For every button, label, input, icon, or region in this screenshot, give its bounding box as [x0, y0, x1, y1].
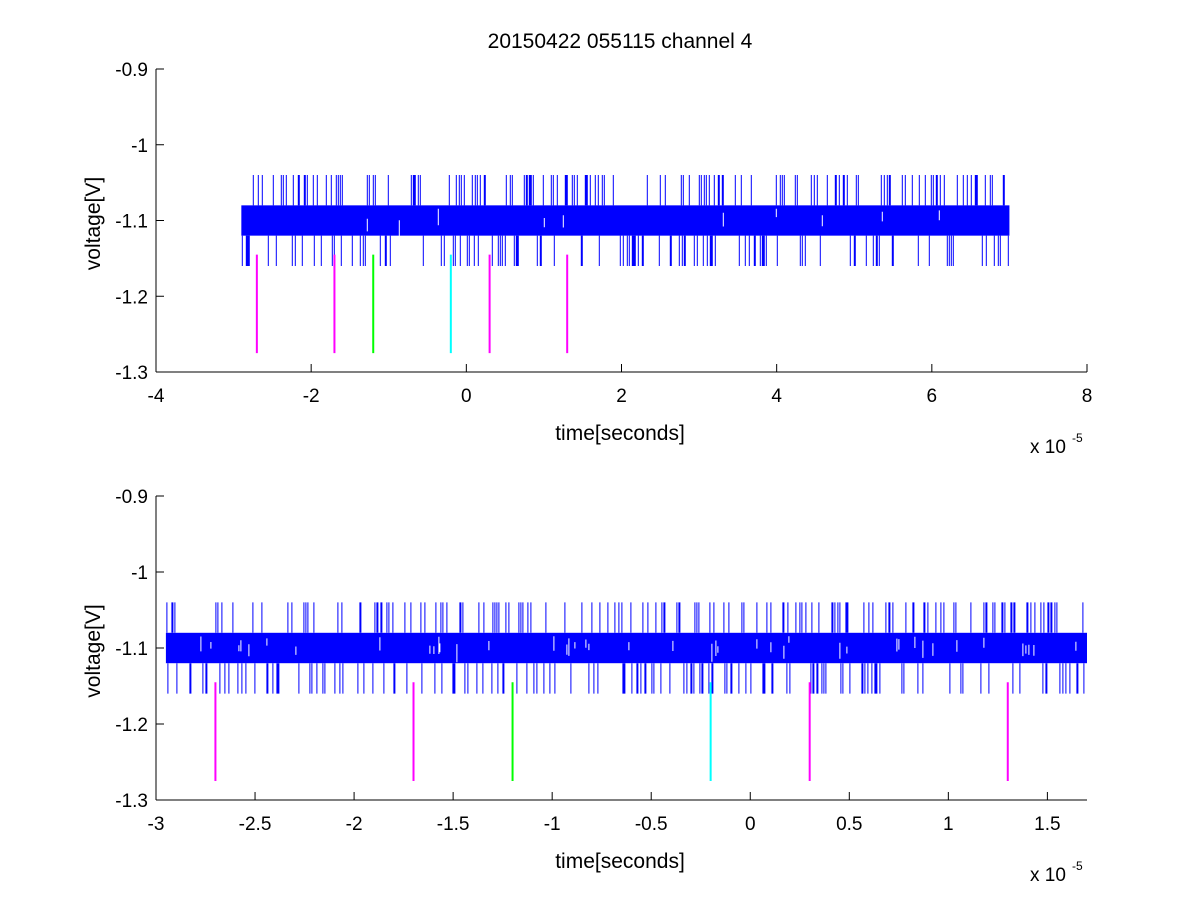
x-tick-label: -2 — [346, 814, 363, 835]
series-band — [165, 632, 1088, 664]
x-tick-label: -1 — [544, 814, 561, 835]
y-tick-label: -1.1 — [115, 639, 148, 660]
series-spikes — [166, 602, 1085, 694]
x-exponent-label: x 10 — [1030, 865, 1066, 886]
y-tick-label: -1.3 — [115, 363, 148, 384]
y-tick-label: -1.2 — [115, 287, 148, 308]
x-exponent-power: -5 — [1072, 431, 1083, 445]
y-tick-label: -0.9 — [115, 60, 148, 81]
y-axis-label: voltage[V] — [82, 604, 105, 697]
series-band-gaps — [366, 208, 940, 239]
x-tick-label: 1 — [943, 814, 954, 835]
y-tick-label: -0.9 — [115, 487, 148, 508]
chart-title: 20150422 055115 channel 4 — [488, 30, 753, 53]
series-band — [241, 205, 1010, 236]
x-tick-label: 8 — [1082, 386, 1093, 407]
series-line — [165, 602, 1088, 694]
y-axis-label: voltage[V] — [82, 177, 105, 270]
series-spikes — [241, 175, 1009, 266]
bottom-plot-panel: -3 -2.5 -2 -1.5 -1 -0.5 0 0.5 1 1.5 -0.9 -1 -1.1 -1.2… — [82, 487, 1088, 886]
y-tick-label: -1.1 — [115, 212, 148, 233]
x-tick-label: -4 — [148, 386, 165, 407]
x-axis-label: time[seconds] — [555, 850, 685, 873]
x-tick-label: -1.5 — [437, 814, 470, 835]
x-tick-label: -2 — [303, 386, 320, 407]
x-tick-label: 0 — [745, 814, 756, 835]
x-tick-label: -0.5 — [635, 814, 668, 835]
x-tick-label: 0.5 — [836, 814, 862, 835]
y-tick-label: -1 — [131, 563, 148, 584]
x-tick-label: 6 — [927, 386, 938, 407]
x-axis-label: time[seconds] — [555, 422, 685, 445]
y-tick-label: -1.2 — [115, 715, 148, 736]
y-tick-label: -1.3 — [115, 791, 148, 812]
top-plot-panel: -4 -2 0 2 4 6 8 -0.9 -1 -1.1 -1.2 -1.3 time[seconds]… — [82, 60, 1092, 458]
x-exponent-label: x 10 — [1030, 437, 1066, 458]
series-band-gaps — [200, 636, 1077, 663]
x-tick-label: -2.5 — [239, 814, 272, 835]
x-tick-label: 1.5 — [1034, 814, 1060, 835]
x-tick-label: -3 — [148, 814, 165, 835]
series-line — [241, 175, 1010, 266]
x-tick-label: 4 — [771, 386, 782, 407]
x-tick-label: 2 — [616, 386, 627, 407]
x-tick-label: 0 — [461, 386, 472, 407]
x-exponent-power: -5 — [1072, 859, 1083, 873]
y-tick-label: -1 — [131, 136, 148, 157]
